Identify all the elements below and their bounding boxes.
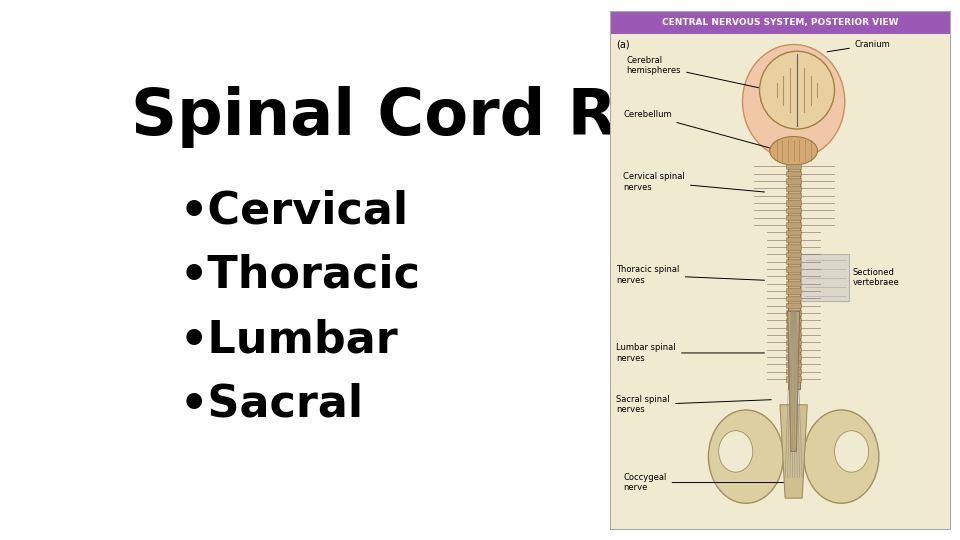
Text: Coccygeal
nerve: Coccygeal nerve bbox=[623, 473, 791, 492]
Bar bbox=[786, 222, 802, 228]
Bar bbox=[786, 347, 802, 352]
Text: CENTRAL NERVOUS SYSTEM, POSTERIOR VIEW: CENTRAL NERVOUS SYSTEM, POSTERIOR VIEW bbox=[661, 18, 899, 26]
Bar bbox=[786, 244, 802, 249]
Ellipse shape bbox=[834, 431, 869, 472]
Text: •Lumbar: •Lumbar bbox=[180, 319, 398, 361]
Bar bbox=[610, 11, 950, 34]
Bar bbox=[786, 288, 802, 294]
Text: (a): (a) bbox=[616, 39, 630, 49]
Text: •Thoracic: •Thoracic bbox=[180, 254, 420, 297]
Bar bbox=[786, 266, 802, 272]
Text: Cerebral
hemispheres: Cerebral hemispheres bbox=[627, 56, 767, 90]
Polygon shape bbox=[787, 312, 800, 451]
Bar bbox=[786, 376, 802, 382]
Ellipse shape bbox=[770, 137, 818, 165]
Bar bbox=[786, 325, 802, 330]
Bar bbox=[786, 281, 802, 286]
Bar bbox=[786, 340, 802, 345]
Text: Cervical spinal
nerves: Cervical spinal nerves bbox=[623, 172, 764, 192]
Bar bbox=[786, 310, 802, 315]
Text: Cranium: Cranium bbox=[828, 40, 891, 52]
Bar bbox=[786, 200, 802, 206]
Ellipse shape bbox=[804, 410, 878, 503]
Text: Cerebellum: Cerebellum bbox=[623, 110, 778, 150]
Bar bbox=[786, 318, 802, 323]
Text: Spinal Cord Regions: Spinal Cord Regions bbox=[132, 85, 855, 148]
Bar bbox=[786, 369, 802, 374]
Bar bbox=[786, 354, 802, 360]
Ellipse shape bbox=[719, 431, 753, 472]
Bar bbox=[786, 208, 802, 213]
Ellipse shape bbox=[759, 51, 834, 129]
Text: •Sacral: •Sacral bbox=[180, 383, 364, 426]
Text: •Cervical: •Cervical bbox=[180, 190, 409, 233]
FancyBboxPatch shape bbox=[802, 254, 849, 301]
Bar bbox=[786, 362, 802, 367]
Bar bbox=[786, 274, 802, 279]
Bar bbox=[786, 171, 802, 177]
Bar bbox=[787, 161, 800, 389]
Ellipse shape bbox=[708, 410, 783, 503]
Bar bbox=[786, 215, 802, 220]
Bar bbox=[786, 230, 802, 235]
Text: Sectioned
vertebraee: Sectioned vertebraee bbox=[852, 268, 900, 287]
Bar bbox=[786, 295, 802, 301]
Bar bbox=[786, 186, 802, 191]
Polygon shape bbox=[780, 147, 807, 161]
Ellipse shape bbox=[742, 44, 845, 159]
Bar bbox=[786, 303, 802, 308]
Bar bbox=[786, 332, 802, 338]
Bar bbox=[786, 252, 802, 257]
Polygon shape bbox=[780, 405, 807, 498]
Bar bbox=[786, 164, 802, 169]
Bar bbox=[786, 193, 802, 198]
Bar bbox=[786, 259, 802, 264]
Text: Thoracic spinal
nerves: Thoracic spinal nerves bbox=[616, 266, 764, 285]
Text: Sacral spinal
nerves: Sacral spinal nerves bbox=[616, 395, 771, 415]
Bar bbox=[786, 178, 802, 184]
Bar bbox=[786, 237, 802, 242]
Text: Lumbar spinal
nerves: Lumbar spinal nerves bbox=[616, 343, 764, 363]
